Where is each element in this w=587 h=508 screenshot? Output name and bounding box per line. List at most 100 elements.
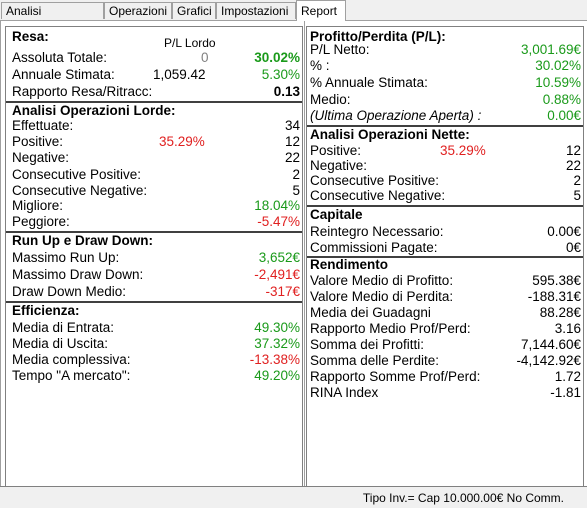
rendimento-title: Rendimento bbox=[310, 257, 389, 272]
section-divider bbox=[6, 101, 302, 103]
ultima-operazione-value: 0.00€ bbox=[547, 108, 581, 123]
nette-negative-label: Negative: bbox=[310, 158, 368, 173]
nette-positive-label: Positive: bbox=[310, 143, 362, 158]
somma-profitti-value: 7,144.60€ bbox=[520, 337, 581, 352]
nette-consec-negative-label: Consecutive Negative: bbox=[310, 188, 446, 203]
status-bar: Tipo Inv.= Cap 10.000.00€ No Comm. bbox=[0, 486, 587, 508]
tab-report[interactable]: Report bbox=[296, 0, 346, 21]
lorde-positive-pct: 35.29% bbox=[159, 134, 205, 149]
rapporto-somme-label: Rapporto Somme Prof/Perd: bbox=[310, 369, 481, 384]
lorde-effettuate-label: Effettuate: bbox=[12, 118, 74, 133]
nette-consec-positive-value: 2 bbox=[573, 173, 581, 188]
media-entrata-value: 49.30% bbox=[254, 320, 300, 335]
pl-lordo-header: P/L Lordo bbox=[164, 36, 216, 50]
runup-title: Run Up e Draw Down: bbox=[12, 233, 153, 248]
lorde-consec-positive-label: Consecutive Positive: bbox=[12, 167, 142, 182]
assoluta-totale-value: 30.02% bbox=[254, 50, 300, 65]
lorde-positive-label: Positive: bbox=[12, 134, 64, 149]
tempo-a-mercato-label: Tempo "A mercato": bbox=[12, 368, 131, 383]
pl-medio-value: 0.88% bbox=[542, 92, 581, 107]
massimo-run-up-value: 3,652€ bbox=[258, 250, 300, 265]
media-complessiva-label: Media complessiva: bbox=[12, 352, 131, 367]
lorde-peggiore-label: Peggiore: bbox=[12, 214, 70, 229]
media-complessiva-value: -13.38% bbox=[249, 352, 300, 367]
annuale-stimata-value: 5.30% bbox=[261, 67, 300, 82]
assoluta-totale-label: Assoluta Totale: bbox=[12, 50, 108, 65]
rapporto-medio-value: 3.16 bbox=[554, 321, 581, 336]
rapporto-somme-value: 1.72 bbox=[554, 369, 581, 384]
somma-perdite-label: Somma delle Perdite: bbox=[310, 353, 440, 368]
lorde-migliore-value: 18.04% bbox=[254, 198, 300, 213]
capitale-title: Capitale bbox=[310, 207, 363, 222]
massimo-draw-down-value: -2,491€ bbox=[254, 267, 300, 282]
pl-pct-value: 30.02% bbox=[535, 58, 581, 73]
efficienza-title: Efficienza: bbox=[12, 303, 80, 318]
valore-medio-perdita-label: Valore Medio di Perdita: bbox=[310, 289, 454, 304]
pl-pct-label: % : bbox=[310, 58, 330, 73]
panel-divider bbox=[304, 21, 305, 486]
reintegro-value: 0.00€ bbox=[547, 224, 581, 239]
section-divider bbox=[6, 301, 302, 303]
nette-negative-value: 22 bbox=[565, 158, 581, 173]
somma-profitti-label: Somma dei Profitti: bbox=[310, 337, 425, 352]
pl-annuale-label: % Annuale Stimata: bbox=[310, 75, 428, 90]
section-divider bbox=[6, 231, 302, 233]
status-text: Tipo Inv.= Cap 10.000.00€ No Comm. bbox=[362, 491, 564, 505]
resa-title: Resa: bbox=[12, 29, 49, 44]
lorde-consec-negative-value: 5 bbox=[292, 183, 300, 198]
draw-down-medio-label: Draw Down Medio: bbox=[12, 284, 127, 299]
lorde-negative-value: 22 bbox=[284, 150, 300, 165]
tab-operazioni[interactable]: Operazioni bbox=[104, 2, 172, 19]
rapporto-resa-label: Rapporto Resa/Ritracc: bbox=[12, 84, 153, 99]
reintegro-label: Reintegro Necessario: bbox=[310, 224, 444, 239]
media-uscita-value: 37.32% bbox=[254, 336, 300, 351]
left-panel: Resa: P/L Lordo Assoluta Totale: 0 30.02… bbox=[5, 26, 303, 486]
lorde-peggiore-value: -5.47% bbox=[257, 214, 300, 229]
pl-netto-label: P/L Netto: bbox=[310, 42, 370, 57]
annuale-stimata-pl-lordo: 1,059.42 bbox=[153, 67, 206, 82]
pl-netto-value: 3,001.69€ bbox=[520, 42, 581, 57]
somma-perdite-value: -4,142.92€ bbox=[516, 353, 581, 368]
tab-bar: Analisi Prestazioni Operazioni Grafici I… bbox=[0, 0, 587, 35]
section-divider bbox=[307, 256, 583, 258]
right-panel: Profitto/Perdita (P/L): P/L Netto: 3,001… bbox=[306, 26, 584, 486]
pl-medio-label: Medio: bbox=[310, 92, 351, 107]
nette-positive-pct: 35.29% bbox=[440, 143, 486, 158]
valore-medio-profitto-value: 595.38€ bbox=[532, 273, 581, 288]
massimo-draw-down-label: Massimo Draw Down: bbox=[12, 267, 144, 282]
lorde-title: Analisi Operazioni Lorde: bbox=[12, 103, 176, 118]
draw-down-medio-value: -317€ bbox=[265, 284, 300, 299]
lorde-negative-label: Negative: bbox=[12, 150, 70, 165]
lorde-effettuate-value: 34 bbox=[284, 118, 300, 133]
section-divider bbox=[307, 125, 583, 127]
report-content: Resa: P/L Lordo Assoluta Totale: 0 30.02… bbox=[0, 21, 587, 486]
tempo-a-mercato-value: 49.20% bbox=[254, 368, 300, 383]
pl-annuale-value: 10.59% bbox=[535, 75, 581, 90]
rina-index-label: RINA Index bbox=[310, 385, 379, 400]
media-guadagni-label: Media dei Guadagni bbox=[310, 305, 431, 320]
massimo-run-up-label: Massimo Run Up: bbox=[12, 250, 120, 265]
rapporto-resa-value: 0.13 bbox=[273, 84, 300, 99]
valore-medio-profitto-label: Valore Medio di Profitto: bbox=[310, 273, 454, 288]
lorde-consec-negative-label: Consecutive Negative: bbox=[12, 183, 148, 198]
tab-impostazioni[interactable]: Impostazioni bbox=[216, 2, 296, 19]
lorde-consec-positive-value: 2 bbox=[292, 167, 300, 182]
pl-title: Profitto/Perdita (P/L): bbox=[310, 29, 446, 44]
media-guadagni-value: 88.28€ bbox=[539, 305, 581, 320]
tab-grafici[interactable]: Grafici bbox=[172, 2, 216, 19]
nette-consec-negative-value: 5 bbox=[573, 188, 581, 203]
nette-consec-positive-label: Consecutive Positive: bbox=[310, 173, 440, 188]
commissioni-value: 0€ bbox=[565, 240, 581, 255]
lorde-migliore-label: Migliore: bbox=[12, 198, 64, 213]
rapporto-medio-label: Rapporto Medio Prof/Perd: bbox=[310, 321, 471, 336]
media-entrata-label: Media di Entrata: bbox=[12, 320, 115, 335]
lorde-positive-value: 12 bbox=[284, 134, 300, 149]
commissioni-label: Commissioni Pagate: bbox=[310, 240, 438, 255]
annuale-stimata-label: Annuale Stimata: bbox=[12, 67, 115, 82]
rina-index-value: -1.81 bbox=[550, 385, 581, 400]
media-uscita-label: Media di Uscita: bbox=[12, 336, 109, 351]
nette-positive-value: 12 bbox=[565, 143, 581, 158]
nette-title: Analisi Operazioni Nette: bbox=[310, 127, 470, 142]
section-divider bbox=[307, 205, 583, 207]
tab-analisi-prestazioni[interactable]: Analisi Prestazioni bbox=[1, 2, 104, 35]
